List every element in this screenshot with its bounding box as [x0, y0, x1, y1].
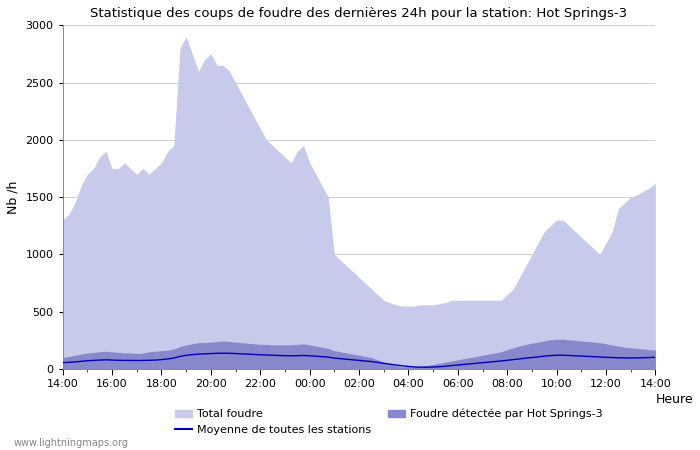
Text: www.lightningmaps.org: www.lightningmaps.org — [14, 437, 129, 447]
Title: Statistique des coups de foudre des dernières 24h pour la station: Hot Springs-3: Statistique des coups de foudre des dern… — [90, 7, 628, 20]
Text: Heure: Heure — [655, 393, 693, 406]
Y-axis label: Nb /h: Nb /h — [7, 180, 20, 214]
Legend: Total foudre, Moyenne de toutes les stations, Foudre détectée par Hot Springs-3: Total foudre, Moyenne de toutes les stat… — [175, 409, 603, 435]
